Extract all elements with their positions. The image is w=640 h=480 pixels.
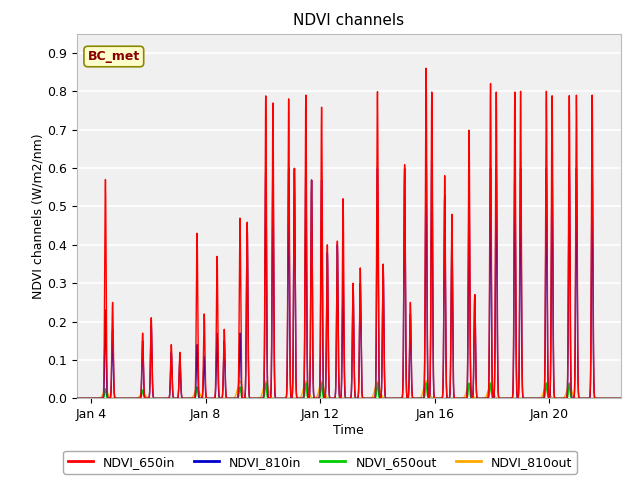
X-axis label: Time: Time bbox=[333, 424, 364, 437]
NDVI_810in bbox=[399, 376, 407, 382]
NDVI_810out bbox=[399, 396, 407, 401]
NDVI_810out bbox=[479, 396, 486, 401]
NDVI_810in bbox=[427, 326, 435, 332]
NDVI_650out bbox=[520, 396, 528, 401]
NDVI_810out bbox=[520, 396, 528, 401]
NDVI_810out bbox=[172, 396, 179, 401]
NDVI_650in bbox=[479, 396, 486, 401]
Text: BC_met: BC_met bbox=[88, 50, 140, 63]
NDVI_650out bbox=[281, 396, 289, 401]
Line: NDVI_650in: NDVI_650in bbox=[77, 68, 621, 398]
NDVI_650out bbox=[172, 396, 179, 401]
NDVI_810out bbox=[617, 396, 625, 401]
NDVI_650out bbox=[617, 396, 625, 401]
NDVI_810in bbox=[422, 146, 430, 152]
NDVI_810in bbox=[479, 396, 486, 401]
NDVI_810out bbox=[422, 378, 430, 384]
NDVI_650in bbox=[399, 375, 407, 381]
NDVI_810in bbox=[73, 396, 81, 401]
Title: NDVI channels: NDVI channels bbox=[293, 13, 404, 28]
Line: NDVI_810out: NDVI_810out bbox=[77, 381, 621, 398]
Line: NDVI_810in: NDVI_810in bbox=[77, 149, 621, 398]
NDVI_810out bbox=[281, 396, 289, 401]
NDVI_810in bbox=[617, 396, 625, 401]
NDVI_650out bbox=[543, 380, 550, 386]
Line: NDVI_650out: NDVI_650out bbox=[77, 383, 621, 398]
NDVI_650in bbox=[172, 396, 179, 401]
NDVI_650out bbox=[479, 396, 486, 401]
NDVI_650out bbox=[73, 396, 81, 401]
NDVI_650in bbox=[281, 396, 289, 401]
NDVI_650in bbox=[617, 396, 625, 401]
Y-axis label: NDVI channels (W/m2/nm): NDVI channels (W/m2/nm) bbox=[31, 133, 44, 299]
NDVI_650out bbox=[427, 396, 435, 401]
NDVI_650in bbox=[427, 310, 435, 315]
NDVI_650in bbox=[73, 396, 81, 401]
NDVI_650in bbox=[422, 65, 430, 71]
NDVI_810in bbox=[281, 396, 289, 401]
NDVI_650in bbox=[520, 396, 528, 401]
NDVI_650out bbox=[399, 396, 407, 401]
NDVI_810out bbox=[73, 396, 81, 401]
Legend: NDVI_650in, NDVI_810in, NDVI_650out, NDVI_810out: NDVI_650in, NDVI_810in, NDVI_650out, NDV… bbox=[63, 451, 577, 474]
NDVI_810out bbox=[427, 393, 435, 399]
NDVI_810in bbox=[520, 396, 528, 401]
NDVI_810in bbox=[172, 396, 179, 401]
